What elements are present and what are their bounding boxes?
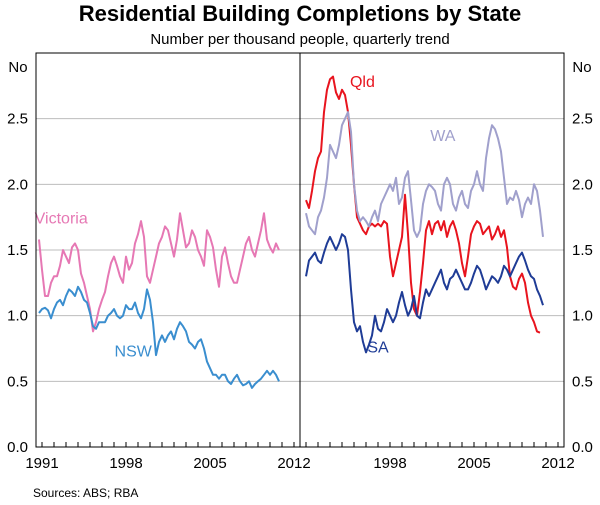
series-label-victoria: Victoria — [35, 211, 88, 228]
series-line-qld — [305, 75, 541, 334]
y-axis-unit-left: No — [8, 59, 27, 76]
x-tick-label: 2005 — [457, 455, 490, 472]
y-tick-label-left: 1.0 — [7, 308, 28, 325]
series-label-qld: Qld — [350, 74, 375, 91]
series-label-nsw: NSW — [115, 343, 153, 360]
y-tick-label-right: 0.5 — [572, 373, 593, 390]
y-tick-label-right: 2.0 — [572, 176, 593, 193]
series-label-sa: SA — [367, 339, 389, 356]
series-line-victoria — [38, 212, 280, 333]
y-tick-label-left: 0.5 — [7, 373, 28, 390]
plot-area: 0.0 0.0 0.5 0.5 1.0 1.0 1.5 1.5 2.0 2.0 2.5 2.5 1991… — [7, 52, 593, 472]
y-tick-label-right: 1.0 — [572, 308, 593, 325]
x-tick-label: 1998 — [109, 455, 142, 472]
series-line-wa — [305, 111, 544, 238]
chart-source: Sources: ABS; RBA — [33, 486, 138, 500]
chart-subtitle: Number per thousand people, quarterly tr… — [150, 31, 449, 48]
x-tick-label: 2012 — [541, 455, 574, 472]
y-axis-unit-right: No — [572, 59, 591, 76]
y-tick-label-right: 2.5 — [572, 111, 593, 128]
y-tick-label-right: 1.5 — [572, 242, 593, 259]
chart-title: Residential Building Completions by Stat… — [79, 1, 522, 26]
x-tick-label: 1991 — [25, 455, 58, 472]
x-tick-label: 1998 — [373, 455, 406, 472]
y-tick-label-right: 0.0 — [572, 439, 593, 456]
series-line-sa — [305, 233, 544, 354]
y-tick-label-left: 1.5 — [7, 242, 28, 259]
y-tick-label-left: 2.0 — [7, 176, 28, 193]
y-tick-label-left: 2.5 — [7, 111, 28, 128]
y-tick-label-left: 0.0 — [7, 439, 28, 456]
series-line-nsw — [38, 285, 280, 389]
series-label-wa: WA — [430, 128, 456, 145]
x-tick-label: 2005 — [193, 455, 226, 472]
x-tick-label: 2012 — [277, 455, 310, 472]
